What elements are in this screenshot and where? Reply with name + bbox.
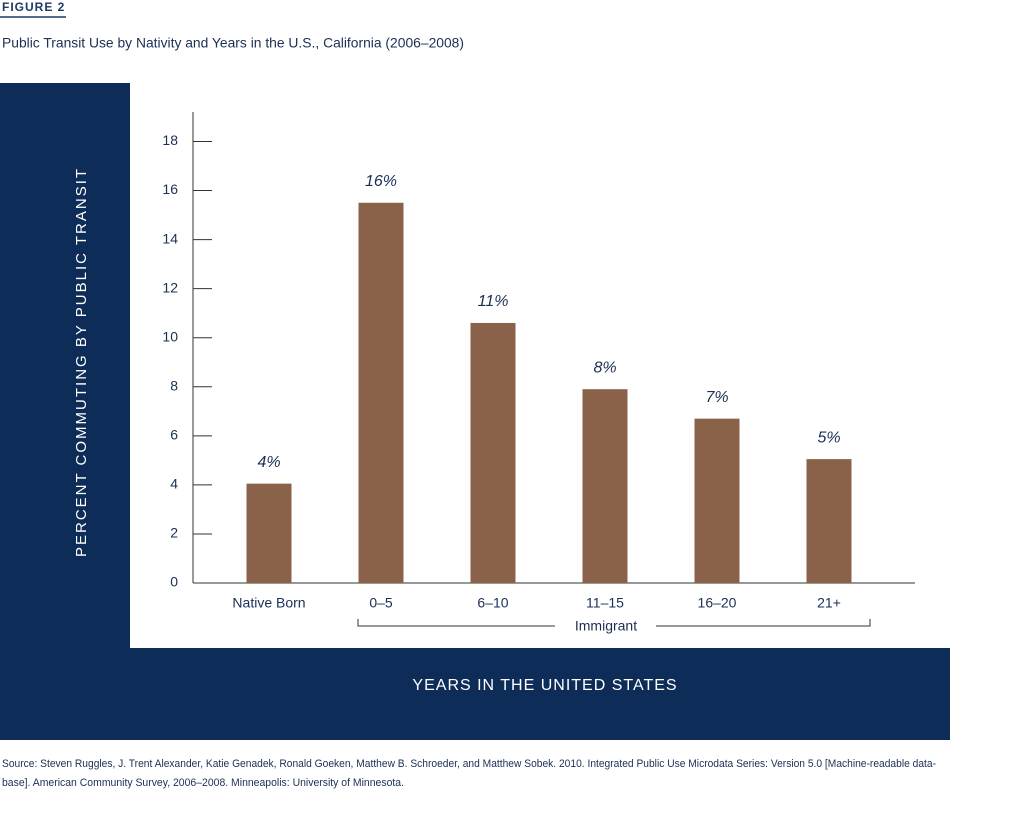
bar [358,202,404,583]
y-tick-label: 18 [162,132,178,148]
x-tick-label: Native Born [232,595,305,611]
source-line: base]. American Community Survey, 2006–2… [2,777,404,789]
value-label: 16% [365,173,397,190]
group-bracket [357,619,871,627]
y-tick-label: 10 [162,328,178,344]
x-tick-label: 21+ [817,595,841,611]
x-tick-label: 6–10 [477,595,508,611]
value-label: 11% [478,293,509,310]
y-tick-label: 4 [170,476,178,492]
x-axis-title: YEARS IN THE UNITED STATES [412,677,677,694]
chart-title: Public Transit Use by Nativity and Years… [2,35,464,51]
source-line: Source: Steven Ruggles, J. Trent Alexand… [2,758,936,770]
y-tick-label: 16 [162,181,178,197]
y-tick-label: 14 [162,230,178,246]
bar [806,459,852,583]
x-tick-label: 11–15 [586,595,624,611]
bar [246,483,292,583]
figure-label: FIGURE 2 [2,0,65,14]
bar [694,418,740,583]
value-label: 7% [705,389,728,406]
y-tick-label: 12 [162,279,178,295]
bar [582,389,628,583]
y-tick-label: 0 [170,574,178,590]
value-label: 8% [593,359,616,376]
value-label: 5% [817,429,840,446]
y-tick-label: 8 [170,377,178,393]
group-label: Immigrant [575,618,637,634]
y-tick-label: 2 [170,525,178,541]
x-tick-label: 16–20 [698,595,737,611]
y-axis-title: PERCENT COMMUTING BY PUBLIC TRANSIT [73,167,90,557]
x-tick-label: 0–5 [369,595,393,611]
bar [470,322,516,583]
y-tick-label: 6 [170,427,178,443]
value-label: 4% [257,454,280,471]
